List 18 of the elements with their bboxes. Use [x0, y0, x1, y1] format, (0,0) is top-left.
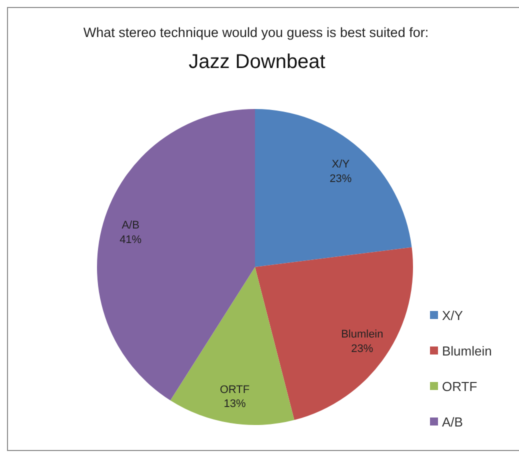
legend-label: ORTF [442, 379, 478, 394]
pie-slice [97, 109, 255, 400]
legend-label: X/Y [442, 308, 464, 323]
slice-label: X/Y [332, 158, 350, 171]
data-label: 41% [120, 234, 142, 246]
data-label: 13% [224, 398, 246, 410]
pie-slice [255, 247, 413, 420]
slice-label: A/B [122, 220, 140, 232]
data-label: 23% [330, 172, 352, 185]
legend-label: A/B [442, 414, 463, 430]
slice-label: ORTF [220, 384, 250, 396]
chart-subtitle: What stereo technique would you guess is best suited for: [83, 25, 429, 40]
legend-label: Blumlein [442, 344, 492, 358]
pie-slice [255, 109, 412, 267]
slice-label: Blumlein [341, 328, 384, 341]
data-label: 23% [351, 342, 374, 355]
chart-title: Jazz Downbeat [188, 51, 326, 73]
pie-slice [170, 267, 294, 425]
